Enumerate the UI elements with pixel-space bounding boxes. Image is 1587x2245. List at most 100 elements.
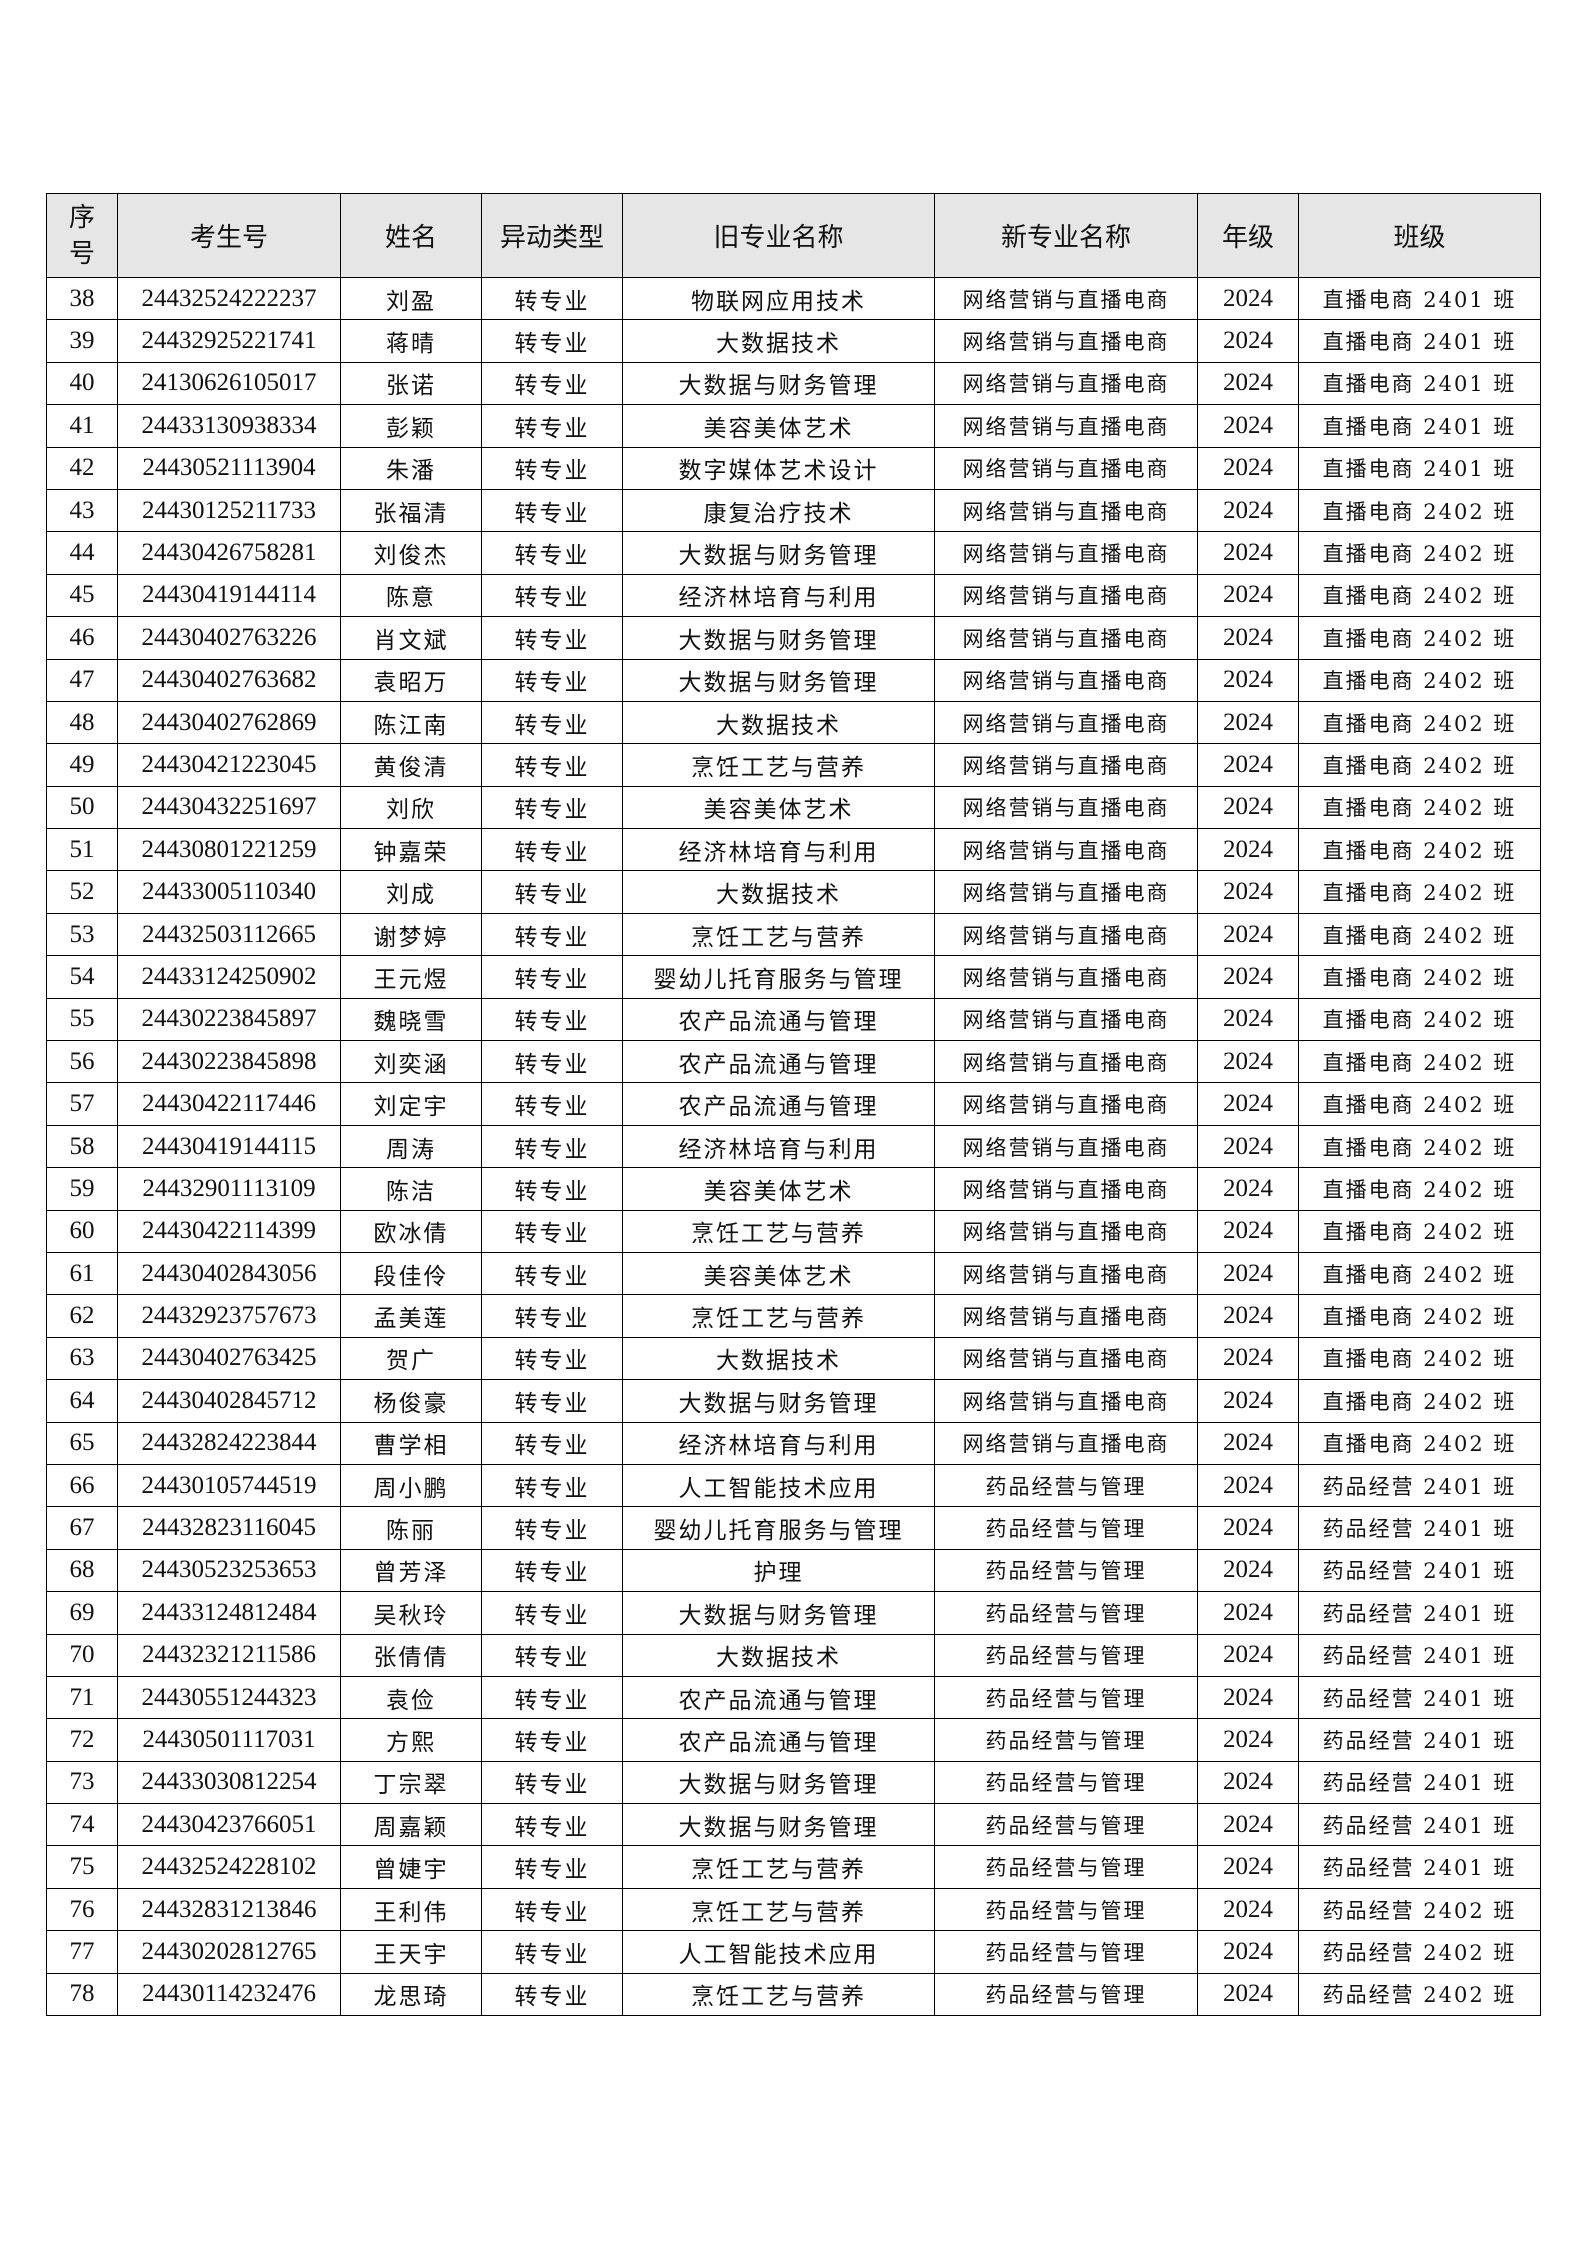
- table-row: 66 24430105744519 周小鹏 转专业 人工智能技术应用 药品经营与管理 202…: [46, 1463, 1541, 1508]
- cell-name: 刘定宇: [340, 1082, 482, 1126]
- cell-seq: 76: [46, 1887, 118, 1932]
- cell-change-type: 转专业: [481, 1379, 623, 1423]
- cell-old-major: 农产品流通与管理: [622, 1718, 935, 1762]
- cell-new-major: 网络营销与直播电商: [934, 1336, 1198, 1381]
- cell-grade: 2024: [1197, 1633, 1299, 1677]
- table-row: 38 24432524222237 刘盈 转专业 物联网应用技术 网络营销与直播电商 202…: [46, 276, 1541, 321]
- cell-name: 周嘉颖: [340, 1803, 482, 1847]
- cell-seq: 67: [46, 1506, 118, 1550]
- cell-seq: 74: [46, 1803, 118, 1847]
- table-row: 41 24433130938334 彭颖 转专业 美容美体艺术 网络营销与直播电商 2024…: [46, 404, 1541, 448]
- cell-class: 药品经营 2401 班: [1298, 1803, 1541, 1847]
- cell-grade: 2024: [1197, 276, 1299, 321]
- cell-grade: 2024: [1197, 743, 1299, 787]
- cell-seq: 46: [46, 616, 118, 660]
- cell-old-major: 康复治疗技术: [622, 488, 935, 533]
- cell-grade: 2024: [1197, 1379, 1299, 1423]
- cell-class: 直播电商 2402 班: [1298, 1421, 1541, 1465]
- cell-class: 直播电商 2401 班: [1298, 276, 1541, 321]
- cell-grade: 2024: [1197, 1167, 1299, 1211]
- cell-old-major: 大数据与财务管理: [622, 1379, 935, 1423]
- cell-grade: 2024: [1197, 319, 1299, 363]
- cell-grade: 2024: [1197, 1506, 1299, 1550]
- cell-name: 黄俊清: [340, 743, 482, 787]
- cell-grade: 2024: [1197, 870, 1299, 914]
- table-row: 68 24430523253653 曾芳泽 转专业 护理 药品经营与管理 2024 药品经营 …: [46, 1548, 1541, 1593]
- cell-old-major: 人工智能技术应用: [622, 1463, 935, 1508]
- cell-new-major: 网络营销与直播电商: [934, 531, 1198, 575]
- cell-grade: 2024: [1197, 1251, 1299, 1296]
- cell-change-type: 转专业: [481, 1082, 623, 1126]
- cell-new-major: 网络营销与直播电商: [934, 1082, 1198, 1126]
- cell-new-major: 网络营销与直播电商: [934, 319, 1198, 363]
- cell-name: 周小鹏: [340, 1463, 482, 1508]
- cell-seq: 43: [46, 488, 118, 533]
- cell-new-major: 网络营销与直播电商: [934, 616, 1198, 660]
- cell-change-type: 转专业: [481, 997, 623, 1042]
- cell-new-major: 药品经营与管理: [934, 1718, 1198, 1762]
- cell-new-major: 药品经营与管理: [934, 1887, 1198, 1932]
- cell-grade: 2024: [1197, 997, 1299, 1042]
- cell-old-major: 烹饪工艺与营养: [622, 1294, 935, 1338]
- cell-change-type: 转专业: [481, 1760, 623, 1805]
- cell-exam-id: 24430423766051: [117, 1803, 341, 1847]
- cell-new-major: 网络营销与直播电商: [934, 828, 1198, 872]
- cell-exam-id: 24430125211733: [117, 488, 341, 533]
- cell-exam-id: 24430426758281: [117, 531, 341, 575]
- cell-class: 药品经营 2401 班: [1298, 1548, 1541, 1593]
- table-row: 75 24432524228102 曾婕宇 转专业 烹饪工艺与营养 药品经营与管理 2024…: [46, 1845, 1541, 1889]
- cell-old-major: 经济林培育与利用: [622, 1124, 935, 1169]
- cell-name: 谢梦婷: [340, 912, 482, 957]
- cell-grade: 2024: [1197, 1803, 1299, 1847]
- cell-grade: 2024: [1197, 1887, 1299, 1932]
- cell-old-major: 大数据与财务管理: [622, 361, 935, 406]
- cell-class: 直播电商 2402 班: [1298, 1251, 1541, 1296]
- table-row: 69 24433124812484 吴秋玲 转专业 大数据与财务管理 药品经营与管理 202…: [46, 1591, 1541, 1635]
- cell-change-type: 转专业: [481, 573, 623, 618]
- cell-new-major: 网络营销与直播电商: [934, 658, 1198, 702]
- cell-seq: 69: [46, 1591, 118, 1635]
- cell-seq: 75: [46, 1845, 118, 1889]
- cell-grade: 2024: [1197, 1336, 1299, 1381]
- cell-class: 直播电商 2401 班: [1298, 404, 1541, 448]
- cell-new-major: 药品经营与管理: [934, 1803, 1198, 1847]
- cell-name: 彭颖: [340, 404, 482, 448]
- cell-grade: 2024: [1197, 1209, 1299, 1253]
- cell-grade: 2024: [1197, 616, 1299, 660]
- cell-class: 药品经营 2401 班: [1298, 1760, 1541, 1805]
- cell-exam-id: 24430422114399: [117, 1209, 341, 1253]
- cell-grade: 2024: [1197, 1972, 1299, 2017]
- cell-change-type: 转专业: [481, 870, 623, 914]
- cell-exam-id: 24433030812254: [117, 1760, 341, 1805]
- cell-old-major: 大数据技术: [622, 1336, 935, 1381]
- cell-name: 袁俭: [340, 1675, 482, 1720]
- cell-new-major: 网络营销与直播电商: [934, 573, 1198, 618]
- cell-new-major: 药品经营与管理: [934, 1591, 1198, 1635]
- cell-old-major: 婴幼儿托育服务与管理: [622, 1506, 935, 1550]
- cell-exam-id: 24430105744519: [117, 1463, 341, 1508]
- cell-grade: 2024: [1197, 1463, 1299, 1508]
- cell-new-major: 网络营销与直播电商: [934, 1294, 1198, 1338]
- cell-change-type: 转专业: [481, 276, 623, 321]
- cell-name: 方熙: [340, 1718, 482, 1762]
- cell-exam-id: 24430402762869: [117, 700, 341, 745]
- cell-seq: 42: [46, 446, 118, 490]
- cell-old-major: 美容美体艺术: [622, 1251, 935, 1296]
- cell-new-major: 网络营销与直播电商: [934, 1040, 1198, 1084]
- cell-change-type: 转专业: [481, 404, 623, 448]
- table-row: 50 24430432251697 刘欣 转专业 美容美体艺术 网络营销与直播电商 2024…: [46, 785, 1541, 830]
- cell-exam-id: 24433130938334: [117, 404, 341, 448]
- cell-class: 直播电商 2402 班: [1298, 573, 1541, 618]
- cell-class: 直播电商 2401 班: [1298, 446, 1541, 490]
- cell-exam-id: 24430521113904: [117, 446, 341, 490]
- cell-name: 张诺: [340, 361, 482, 406]
- cell-old-major: 大数据与财务管理: [622, 1803, 935, 1847]
- cell-class: 药品经营 2401 班: [1298, 1718, 1541, 1762]
- cell-seq: 65: [46, 1421, 118, 1465]
- cell-seq: 51: [46, 828, 118, 872]
- cell-class: 药品经营 2401 班: [1298, 1463, 1541, 1508]
- cell-change-type: 转专业: [481, 1124, 623, 1169]
- cell-old-major: 美容美体艺术: [622, 404, 935, 448]
- cell-name: 王元煜: [340, 955, 482, 999]
- cell-new-major: 药品经营与管理: [934, 1845, 1198, 1889]
